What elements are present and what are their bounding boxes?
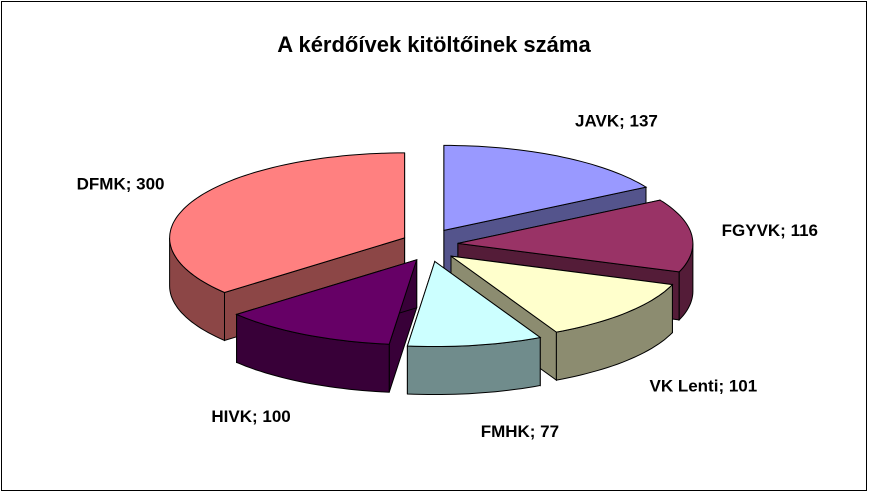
slice	[457, 199, 694, 273]
slice	[169, 152, 406, 294]
data-label: FGYVK; 116	[722, 221, 818, 240]
slice	[235, 259, 418, 345]
data-label: JAVK; 137	[575, 111, 658, 130]
data-label: HIVK; 100	[211, 407, 290, 426]
data-label: FMHK; 77	[481, 422, 559, 441]
data-label: VK Lenti; 101	[650, 376, 758, 395]
slice	[406, 260, 542, 347]
chart-title: A kérdőívek kitöltőinek száma	[277, 32, 591, 57]
data-label: DFMK; 300	[77, 175, 165, 194]
slice	[443, 144, 648, 232]
slice	[450, 255, 674, 333]
